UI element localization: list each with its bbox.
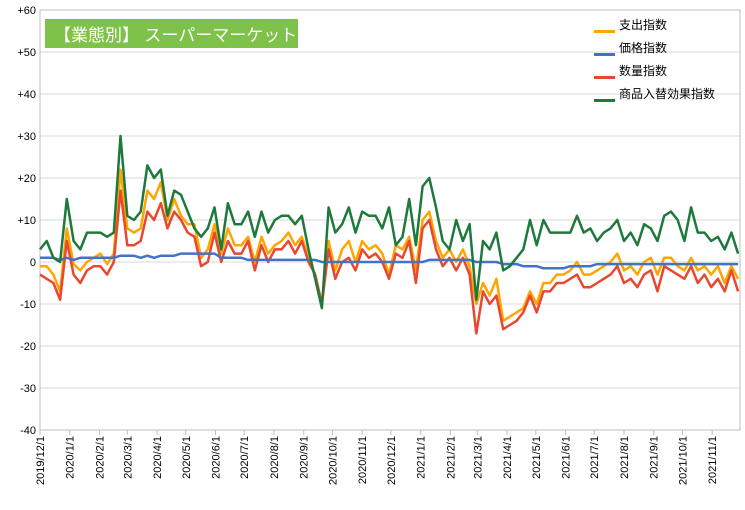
x-tick-label: 2021/9/1 [649, 436, 661, 479]
y-tick-label: +40 [17, 89, 36, 101]
x-tick-label: 2020/8/1 [269, 436, 281, 479]
legend-item-spending: 支出指数 [594, 14, 715, 37]
y-tick-label: +60 [17, 5, 36, 17]
x-tick-label: 2021/5/1 [531, 436, 543, 479]
legend-swatch [594, 76, 615, 79]
legend-label: 商品入替効果指数 [619, 87, 716, 101]
y-tick-label: -30 [20, 383, 36, 395]
x-tick-label: 2021/4/1 [502, 436, 514, 479]
y-tick-label: -40 [20, 425, 36, 437]
x-tick-label: 2020/3/1 [122, 436, 134, 479]
x-tick-label: 2019/12/1 [35, 436, 47, 485]
y-tick-label: +10 [17, 215, 36, 227]
x-tick-label: 2020/11/1 [357, 436, 369, 484]
chart-title: 【業態別】 スーパーマーケット [45, 19, 298, 48]
x-tick-label: 2020/5/1 [181, 436, 193, 479]
y-tick-label: -20 [20, 341, 36, 353]
legend: 支出指数 価格指数 数量指数 商品入替効果指数 [594, 14, 715, 106]
x-tick-label: 2020/1/1 [65, 436, 77, 479]
legend-item-price: 価格指数 [594, 37, 715, 60]
x-tick-label: 2021/2/1 [445, 436, 457, 479]
x-tick-label: 2020/10/1 [327, 436, 339, 485]
x-tick-label: 2020/7/1 [239, 436, 251, 479]
x-tick-label: 2021/11/1 [707, 436, 719, 484]
x-tick-label: 2020/6/1 [210, 436, 222, 479]
x-tick-label: 2021/7/1 [589, 436, 601, 479]
legend-item-replacement: 商品入替効果指数 [594, 83, 715, 106]
legend-swatch [594, 30, 615, 33]
legend-label: 数量指数 [619, 64, 668, 78]
y-tick-label: 0 [30, 257, 36, 269]
x-tick-label: 2020/9/1 [299, 436, 311, 479]
x-tick-label: 2020/12/1 [386, 436, 398, 485]
legend-item-quantity: 数量指数 [594, 60, 715, 83]
legend-label: 価格指数 [619, 41, 668, 55]
x-tick-label: 2020/4/1 [152, 436, 164, 479]
x-tick-label: 2021/1/1 [416, 436, 428, 479]
legend-swatch [594, 99, 615, 102]
plot-border [39, 9, 741, 431]
y-tick-label: +20 [17, 173, 36, 185]
x-tick-label: 2021/3/1 [472, 436, 484, 479]
x-tick-label: 2020/2/1 [94, 436, 106, 479]
x-tick-label: 2021/6/1 [560, 436, 572, 479]
x-tick-label: 2021/10/1 [677, 436, 689, 485]
series-line-3 [39, 134, 740, 310]
y-tick-label: +30 [17, 131, 36, 143]
series-line-1 [40, 252, 739, 270]
y-tick-label: +50 [17, 47, 36, 59]
y-tick-label: -10 [20, 299, 36, 311]
legend-label: 支出指数 [619, 18, 668, 32]
legend-swatch [594, 53, 615, 56]
series-line-2 [39, 189, 740, 335]
x-tick-label: 2021/8/1 [619, 436, 631, 479]
